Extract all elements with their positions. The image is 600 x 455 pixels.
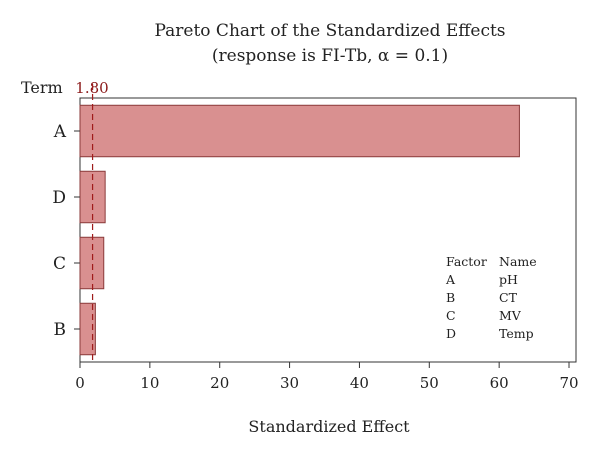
legend-header-factor: Factor [446,254,487,269]
category-label-b: B [54,320,67,340]
chart-subtitle: (response is FI-Tb, α = 0.1) [212,46,448,66]
y-axis-label: Term [21,78,63,97]
bar-a [79,104,520,158]
legend-factor-c: C [446,308,456,323]
x-tick-label-40: 40 [350,374,369,392]
legend-factor-b: B [446,290,455,305]
legend-name-a: pH [499,272,518,287]
category-label-d: D [52,188,66,208]
chart-title: Pareto Chart of the Standardized Effects [154,21,505,41]
legend: Factor Name A pH B CT C MV D Temp [445,254,537,341]
x-ticks-layer: 0 10 20 30 40 50 60 70 [75,362,579,392]
legend-header-name: Name [499,254,537,269]
x-tick-label-60: 60 [490,374,509,392]
x-axis-label: Standardized Effect [248,417,410,436]
x-tick-label-50: 50 [420,374,439,392]
bar-c [79,236,105,290]
x-tick-label-0: 0 [75,374,85,392]
category-label-a: A [53,122,67,142]
plot-frame [79,97,577,363]
legend-name-c: MV [499,308,522,323]
legend-name-b: CT [499,290,518,305]
x-tick-label-20: 20 [210,374,229,392]
x-tick-label-70: 70 [559,374,578,392]
legend-factor-d: D [446,326,456,341]
x-tick-label-10: 10 [140,374,159,392]
x-tick-label-30: 30 [280,374,299,392]
category-labels-layer: A D C B [52,122,80,340]
category-label-c: C [53,254,66,274]
legend-name-d: Temp [499,326,534,341]
legend-factor-a: A [445,272,456,287]
bars-layer [79,104,520,356]
